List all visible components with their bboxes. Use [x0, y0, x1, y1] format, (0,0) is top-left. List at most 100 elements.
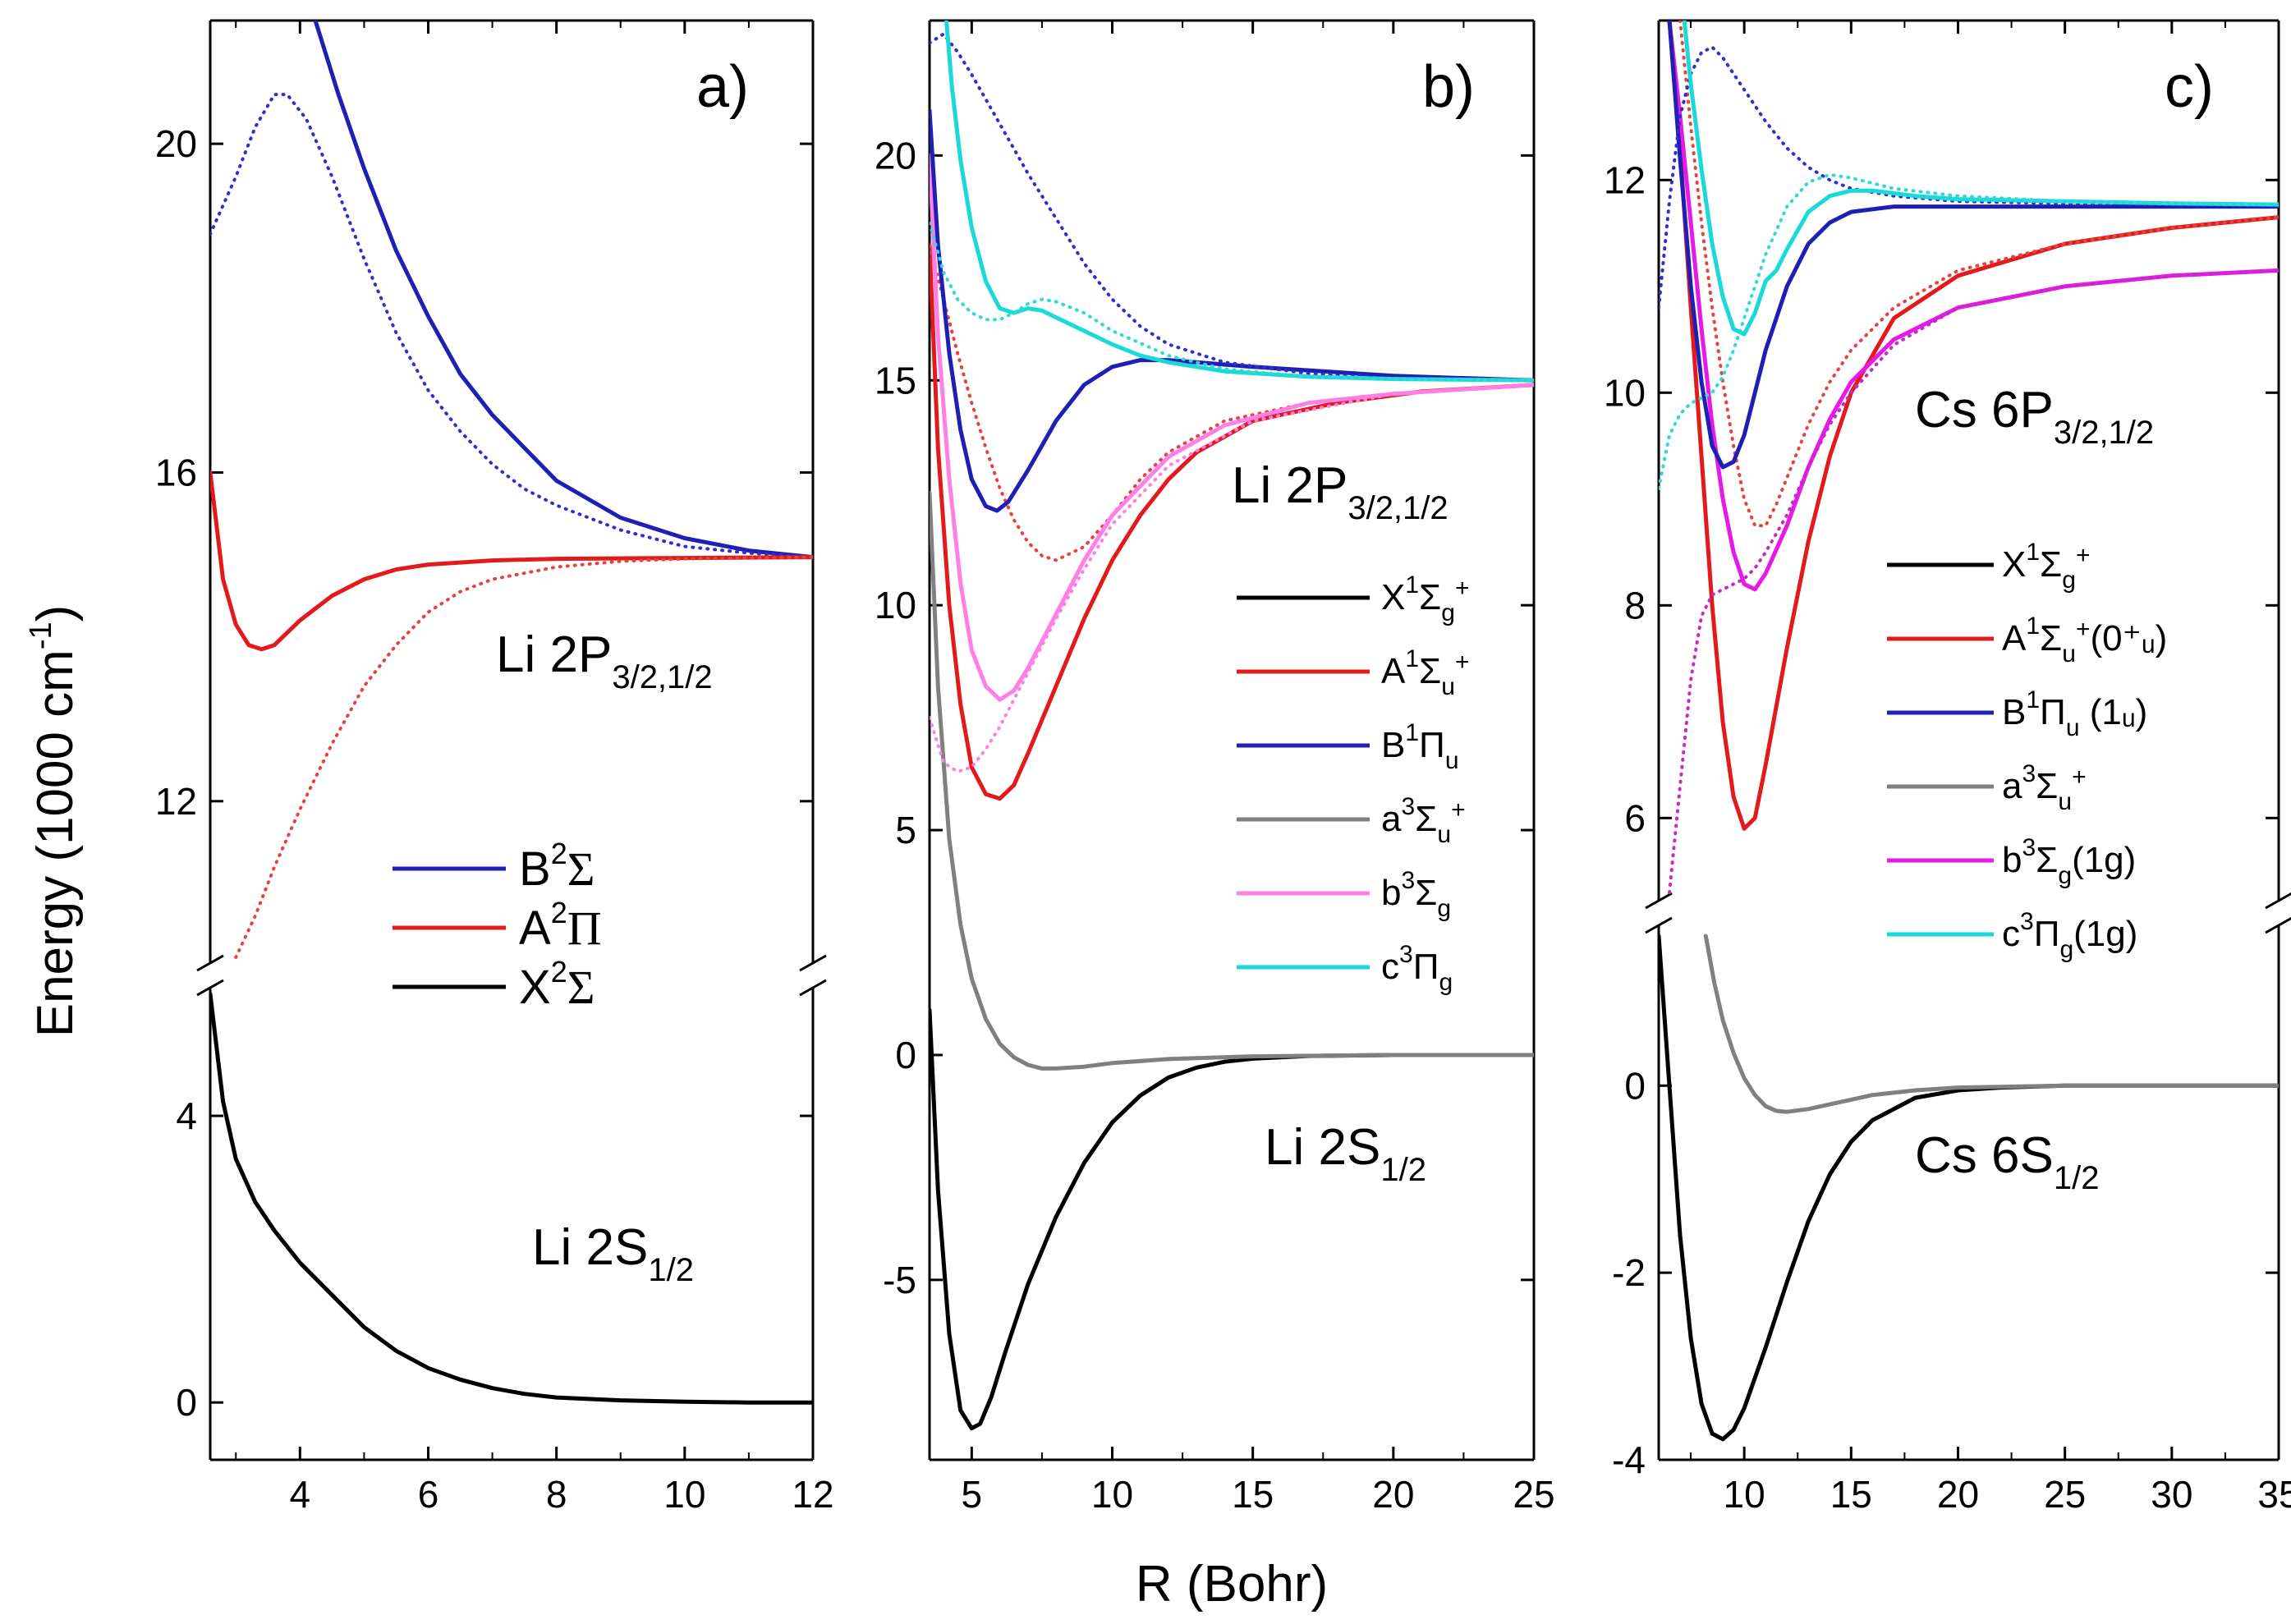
x-tick-label: 10	[1091, 1473, 1133, 1516]
x-tick-label: 25	[1513, 1473, 1554, 1516]
legend-sym: b	[2002, 840, 2022, 880]
state-label-upper-sub: 3/2,1/2	[612, 659, 712, 695]
legend-label: A1Σu+(0⁺ᵤ)	[2002, 612, 2167, 667]
legend-label: c3Πg(1g)	[2002, 908, 2137, 963]
legend-sym: c	[1381, 947, 1399, 987]
series-line	[313, 21, 813, 560]
x-tick-label: 20	[1937, 1473, 1979, 1516]
legend-sym: X	[519, 961, 551, 1014]
y-axis-title-sup: -1	[24, 622, 58, 649]
y-tick-label: 8	[1624, 584, 1646, 626]
legend-sup2: +	[2076, 542, 2091, 569]
state-label-lower: Li 2S1/2	[1265, 1119, 1426, 1188]
series-line	[930, 153, 1534, 702]
axis-break-mark	[2265, 916, 2291, 934]
state-label-lower-main: Cs 6S	[1915, 1127, 2054, 1184]
y-tick-label: 4	[176, 1094, 197, 1137]
legend-sup: 2	[551, 837, 567, 870]
state-label-lower-main: Li 2S	[1265, 1119, 1380, 1176]
y-axis-title-main: Energy (1000 cm	[27, 649, 84, 1037]
legend-sym: X	[1381, 577, 1405, 617]
state-label-lower-main: Li 2S	[532, 1219, 648, 1276]
legend-sup: 3	[2022, 834, 2036, 861]
legend-label: X2Σ	[519, 955, 595, 1014]
legend-rest: Π	[567, 901, 602, 955]
legend-rest: Σ	[2036, 766, 2058, 806]
y-tick-label: 20	[875, 134, 916, 177]
axis-break-mark	[799, 954, 827, 972]
legend-sup2: +	[2072, 764, 2087, 791]
y-tick-label: 0	[176, 1381, 197, 1424]
legend-sup: 3	[1399, 941, 1413, 968]
axis-break-mark	[196, 979, 224, 997]
axis-break-mark	[1645, 892, 1673, 910]
series-line	[1678, 21, 2279, 528]
legend-rest: Σ	[2040, 544, 2062, 585]
y-tick-label: 5	[895, 809, 916, 851]
legend-sym: A	[519, 901, 551, 955]
legend-sub: g	[1439, 969, 1453, 996]
legend-sym: B	[2002, 692, 2026, 732]
legend-label: A2Π	[519, 896, 602, 955]
legend-sym: c	[2002, 914, 2020, 954]
legend-label: c3Πg	[1381, 941, 1453, 996]
y-tick-label: 16	[155, 451, 197, 493]
series-line	[1667, 21, 2279, 470]
axis-break-mark	[2265, 892, 2291, 910]
legend-sub: u	[2058, 788, 2072, 815]
state-label-upper-main: Cs 6P	[1915, 382, 2054, 438]
y-tick-label: 15	[875, 359, 916, 401]
state-label-lower-sub: 1/2	[2054, 1160, 2100, 1196]
legend-tail: (1g)	[2073, 914, 2137, 954]
state-label-lower: Li 2S1/2	[532, 1219, 694, 1288]
y-tick-label: 0	[1624, 1064, 1646, 1107]
legend-rest: Π	[1413, 947, 1439, 987]
legend-sup: 3	[1401, 867, 1415, 894]
state-label-upper-main: Li 2P	[1232, 457, 1348, 514]
legend-sub: u	[2062, 640, 2076, 667]
legend-sub: g	[1441, 599, 1455, 626]
x-tick-label: 15	[1232, 1473, 1274, 1516]
legend-label: X1Σg+	[1381, 571, 1469, 626]
y-tick-label: -5	[883, 1259, 916, 1301]
legend-sup: 1	[2026, 539, 2040, 566]
legend-label: B1Πu (1ᵤ)	[2002, 686, 2147, 741]
state-label-upper: Li 2P3/2,1/2	[1232, 457, 1449, 526]
series-line	[1659, 172, 2279, 490]
legend-label: A1Σu+	[1381, 645, 1469, 700]
x-tick-label: 8	[546, 1473, 567, 1516]
legend-sym: a	[1381, 799, 1402, 839]
series-line	[210, 992, 813, 1405]
legend-sym: A	[1381, 651, 1406, 691]
state-label-lower: Cs 6S1/2	[1915, 1127, 2099, 1196]
y-tick-label: 6	[1624, 796, 1646, 839]
axis-break-mark	[196, 954, 224, 972]
series-line	[1667, 21, 2279, 592]
legend-sup: 3	[2020, 908, 2034, 935]
legend-sup2: +	[1455, 575, 1470, 602]
state-label-upper-sub: 3/2,1/2	[2054, 415, 2154, 451]
state-label-lower-sub: 1/2	[648, 1252, 694, 1288]
y-axis-title: Energy (1000 cm-1)	[24, 605, 84, 1038]
legend-sym: X	[2002, 544, 2026, 585]
legend-sup2: +	[1455, 649, 1470, 676]
series-line	[930, 490, 1534, 1071]
series-line	[930, 32, 1534, 383]
legend-rest: Π	[2040, 692, 2066, 732]
legend-sup2: +	[2076, 616, 2091, 643]
y-tick-label: -4	[1612, 1438, 1646, 1481]
state-label-upper-main: Li 2P	[496, 626, 612, 683]
y-tick-label: 10	[875, 584, 916, 626]
series-line	[1703, 934, 2279, 1114]
axis-break-mark	[799, 979, 827, 997]
x-tick-label: 35	[2257, 1473, 2291, 1516]
x-tick-label: 30	[2151, 1473, 2192, 1516]
legend-sub: u	[1445, 747, 1459, 774]
legend-rest: Σ	[1419, 577, 1441, 617]
y-tick-label: 12	[1604, 158, 1646, 201]
legend-label: a3Σu+	[1381, 793, 1466, 848]
